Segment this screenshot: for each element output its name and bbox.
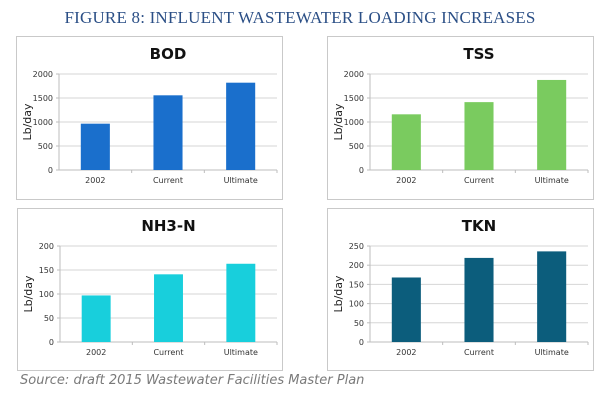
tss-bar-current xyxy=(464,102,494,170)
y-tick-label: 1000 xyxy=(344,118,364,127)
y-tick-label: 100 xyxy=(349,300,364,309)
nh3n-bar-2002 xyxy=(81,295,111,342)
y-tick-label: 1500 xyxy=(344,94,364,103)
chart-panel-nh3n: NH3-N 0 50 100 150 200 Lb/day 2002 Current Ultima… xyxy=(17,208,283,371)
x-tick-label: 2002 xyxy=(86,348,106,357)
y-tick-label: 500 xyxy=(38,142,53,151)
bod-chart: BOD 0 500 1000 1500 2000 Lb/day 2002 Current Ulti… xyxy=(21,45,278,185)
x-tick-label: 2002 xyxy=(85,176,105,185)
y-tick-label: 1500 xyxy=(33,94,53,103)
tkn-y-axis-label: Lb/day xyxy=(332,275,345,313)
chart-panel-tkn: TKN 0 50 100 150 200 250 Lb/day 2002 Current Ultim… xyxy=(327,208,594,371)
tss-bar-ultimate xyxy=(537,79,567,170)
y-tick-label: 0 xyxy=(48,166,53,175)
y-tick-label: 100 xyxy=(39,290,54,299)
y-tick-label: 1000 xyxy=(33,118,53,127)
bod-bar-2002 xyxy=(80,123,110,170)
x-tick-label: Ultimate xyxy=(224,176,258,185)
y-tick-label: 150 xyxy=(349,280,364,289)
bod-chart-title: BOD xyxy=(150,45,187,63)
tss-chart-title: TSS xyxy=(463,45,494,63)
x-tick-label: Current xyxy=(153,176,183,185)
figure-title: FIGURE 8: INFLUENT WASTEWATER LOADING IN… xyxy=(64,8,536,27)
nh3n-bar-ultimate xyxy=(226,263,256,342)
y-tick-label: 150 xyxy=(39,266,54,275)
nh3n-chart: NH3-N 0 50 100 150 200 Lb/day 2002 Current Ultima… xyxy=(22,217,278,357)
nh3n-bar-current xyxy=(154,274,183,342)
y-tick-label: 2000 xyxy=(344,70,364,79)
x-tick-label: Current xyxy=(464,348,494,357)
chart-panel-tss: TSS 0 500 1000 1500 2000 Lb/day 2002 Current Ulti… xyxy=(327,36,594,200)
tss-chart: TSS 0 500 1000 1500 2000 Lb/day 2002 Current Ulti… xyxy=(332,45,589,185)
tkn-chart-title: TKN xyxy=(462,217,496,235)
x-tick-label: 2002 xyxy=(396,348,416,357)
y-tick-label: 500 xyxy=(349,142,364,151)
x-tick-label: Ultimate xyxy=(224,348,258,357)
y-tick-label: 2000 xyxy=(33,70,53,79)
bod-y-axis-label: Lb/day xyxy=(21,103,34,141)
chart-panel-bod: BOD 0 500 1000 1500 2000 Lb/day 2002 Current Ulti… xyxy=(16,36,283,200)
tkn-bar-ultimate xyxy=(537,251,567,342)
tss-bar-2002 xyxy=(391,114,421,170)
tkn-bar-2002 xyxy=(391,277,421,342)
tkn-chart: TKN 0 50 100 150 200 250 Lb/day 2002 Current Ultim… xyxy=(332,217,589,357)
y-tick-label: 50 xyxy=(354,319,364,328)
x-tick-label: Current xyxy=(153,348,183,357)
x-tick-label: Ultimate xyxy=(535,176,569,185)
nh3n-y-axis-label: Lb/day xyxy=(22,275,35,313)
bod-bar-current xyxy=(153,95,183,170)
tkn-bar-current xyxy=(464,257,494,342)
x-tick-label: Ultimate xyxy=(535,348,569,357)
y-tick-label: 0 xyxy=(359,338,364,347)
tss-y-axis-label: Lb/day xyxy=(332,103,345,141)
x-tick-label: 2002 xyxy=(396,176,416,185)
y-tick-label: 0 xyxy=(359,166,364,175)
source-caption: Source: draft 2015 Wastewater Facilities… xyxy=(20,373,365,388)
y-tick-label: 200 xyxy=(39,242,54,251)
y-tick-label: 200 xyxy=(349,261,364,270)
y-tick-label: 0 xyxy=(49,338,54,347)
bod-bar-ultimate xyxy=(226,82,256,170)
nh3n-chart-title: NH3-N xyxy=(141,217,195,235)
y-tick-label: 50 xyxy=(44,314,54,323)
y-tick-label: 250 xyxy=(349,242,364,251)
x-tick-label: Current xyxy=(464,176,494,185)
